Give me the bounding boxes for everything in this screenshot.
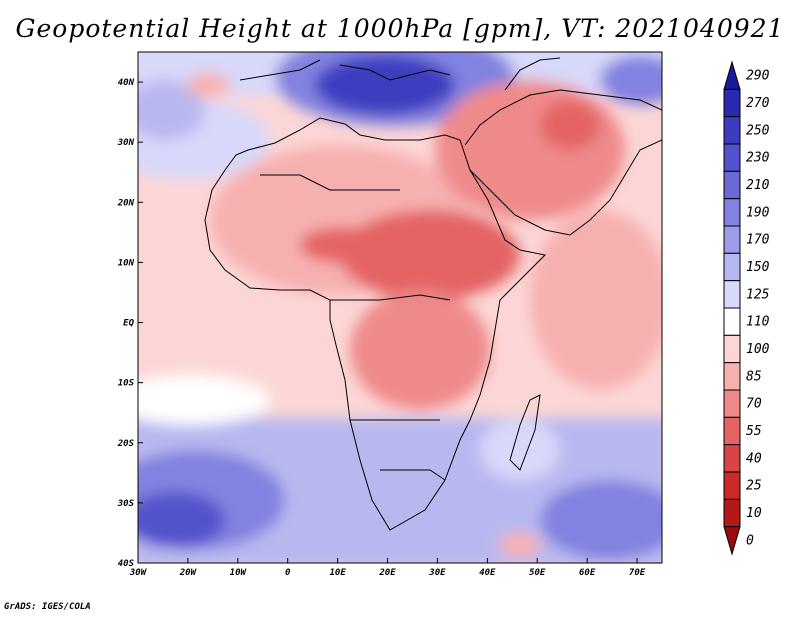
lon-tick-label: 70E: [629, 568, 646, 578]
map-frame: [137, 51, 663, 564]
colorbar-label: 70: [746, 397, 762, 412]
colorbar-segment: [723, 225, 741, 254]
colorbar: 2902702502302101901701501251101008570554…: [723, 60, 770, 556]
lon-tick-label: 60E: [579, 568, 596, 578]
colorbar-label: 170: [746, 233, 770, 248]
colorbar-segment: [723, 198, 741, 227]
lat-tick-label: EQ: [123, 319, 134, 329]
credits-label: GrADS: IGES/COLA: [4, 602, 91, 612]
colorbar-segment: [723, 498, 741, 528]
colorbar-bottom-triangle: [723, 526, 741, 556]
latitude-axis: 40N 30N 20N 10N EQ 10S 20S 30S 40S: [117, 78, 143, 569]
colorbar-top-triangle: [723, 60, 741, 90]
lon-tick-label: 20E: [378, 568, 396, 578]
colorbar-segment: [723, 362, 741, 391]
colorbar-label: 230: [746, 151, 770, 166]
colorbar-label: 190: [746, 205, 770, 220]
colorbar-segment: [723, 116, 741, 145]
map-title: Geopotential Height at 1000hPa [gpm], VT…: [15, 14, 785, 43]
colorbar-segment: [723, 252, 741, 282]
lat-tick-label: 10N: [118, 258, 135, 268]
colorbar-segment: [723, 389, 741, 418]
colorbar-label: 100: [746, 342, 770, 357]
lat-tick-label: 40N: [118, 78, 135, 88]
colorbar-label: 0: [746, 533, 754, 548]
lat-tick-label: 10S: [118, 379, 135, 389]
colorbar-segment: [723, 307, 741, 336]
lon-tick-label: 10W: [230, 568, 248, 578]
colorbar-segment: [723, 88, 741, 118]
lon-tick-label: 0: [285, 568, 291, 578]
colorbar-label: 210: [746, 178, 770, 193]
colorbar-label: 85: [746, 369, 762, 384]
lon-tick-label: 30W: [129, 568, 148, 578]
colorbar-label: 150: [746, 260, 770, 275]
lon-tick-label: 10E: [329, 568, 346, 578]
colorbar-segment: [723, 143, 741, 172]
lon-tick-label: 30E: [428, 568, 446, 578]
lat-tick-label: 40S: [118, 559, 135, 569]
lat-tick-label: 30S: [117, 499, 135, 509]
lon-tick-label: 50E: [529, 568, 546, 578]
colorbar-label: 40: [746, 451, 762, 466]
colorbar-label: 55: [746, 424, 762, 439]
longitude-axis: 30W 20W 10W 0 10E 20E 30E 40E 50E 60E 70E: [129, 558, 646, 578]
lat-tick-label: 30N: [117, 138, 135, 148]
colorbar-segment: [723, 280, 741, 309]
colorbar-segment: [723, 416, 741, 446]
colorbar-label: 290: [746, 69, 770, 84]
colorbar-segment: [723, 471, 741, 500]
height-field: [138, 52, 662, 563]
colorbar-segment: [723, 334, 741, 364]
colorbar-label: 250: [746, 123, 770, 138]
lat-tick-label: 20S: [117, 439, 135, 449]
coastlines: [204, 57, 662, 531]
lon-tick-label: 40E: [479, 568, 496, 578]
colorbar-segment: [723, 170, 741, 200]
colorbar-label: 125: [746, 287, 770, 302]
colorbar-label: 270: [746, 96, 770, 111]
colorbar-label: 10: [746, 506, 762, 521]
lon-tick-label: 20W: [179, 568, 198, 578]
colorbar-label: 110: [746, 315, 770, 330]
lat-tick-label: 20N: [117, 198, 135, 208]
colorbar-segment: [723, 444, 741, 473]
colorbar-label: 25: [746, 479, 762, 494]
